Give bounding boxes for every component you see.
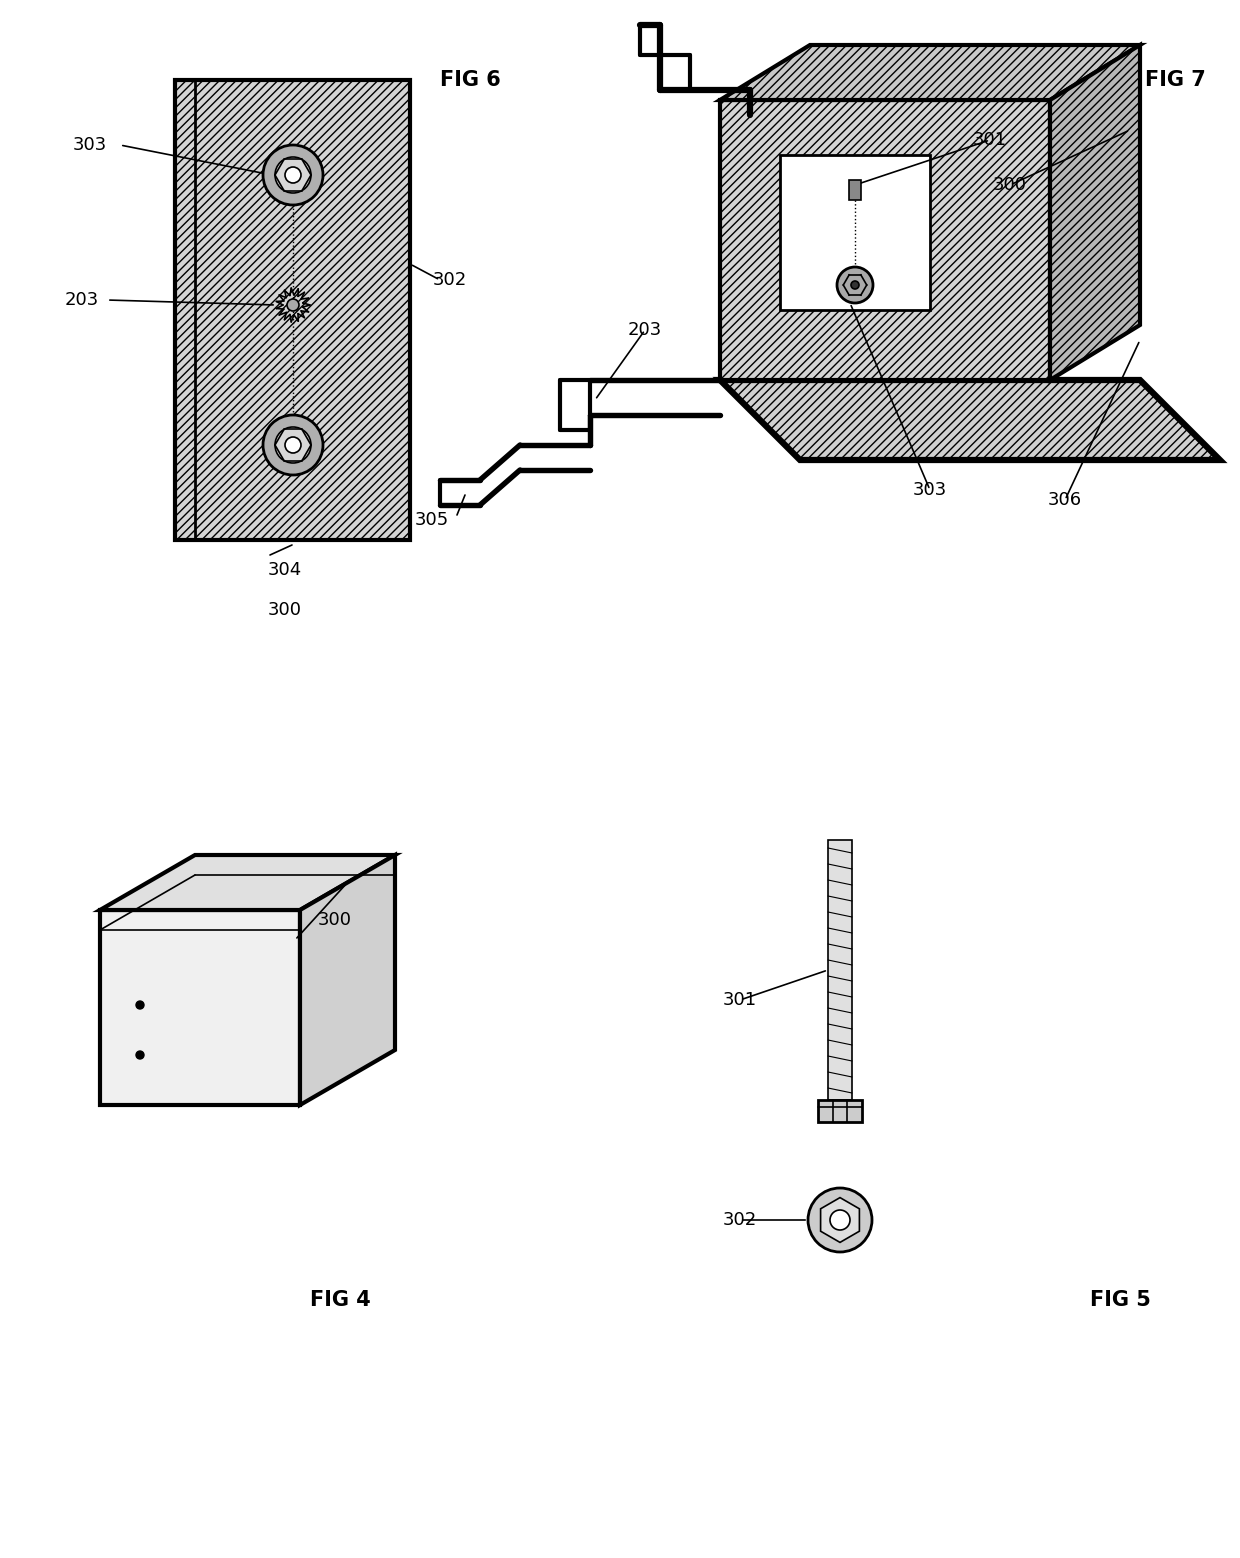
Text: 203: 203	[627, 321, 662, 340]
Polygon shape	[100, 910, 300, 1105]
Circle shape	[275, 157, 311, 193]
Text: 300: 300	[317, 911, 352, 929]
Text: FIG 5: FIG 5	[1090, 1290, 1151, 1310]
Text: FIG 7: FIG 7	[1145, 70, 1205, 90]
Circle shape	[285, 167, 301, 182]
Polygon shape	[720, 45, 1140, 100]
Circle shape	[275, 427, 311, 463]
Polygon shape	[780, 154, 930, 310]
Polygon shape	[818, 1100, 862, 1122]
Text: 300: 300	[268, 601, 303, 619]
Circle shape	[136, 1052, 144, 1059]
Polygon shape	[821, 1198, 859, 1242]
Circle shape	[851, 280, 859, 288]
Circle shape	[830, 1211, 849, 1229]
Polygon shape	[849, 181, 861, 199]
Text: FIG 4: FIG 4	[310, 1290, 371, 1310]
Text: 301: 301	[973, 131, 1007, 150]
Polygon shape	[1050, 45, 1140, 380]
Polygon shape	[100, 855, 396, 910]
Circle shape	[286, 299, 299, 312]
Text: 303: 303	[913, 481, 947, 499]
Text: 306: 306	[1048, 491, 1083, 509]
Circle shape	[808, 1189, 872, 1253]
Polygon shape	[828, 840, 852, 1100]
Text: 305: 305	[415, 511, 449, 530]
Text: 300: 300	[993, 176, 1027, 195]
Text: 203: 203	[64, 291, 99, 308]
Circle shape	[263, 414, 322, 475]
Text: 304: 304	[268, 561, 303, 580]
Text: 301: 301	[723, 991, 758, 1010]
Polygon shape	[175, 79, 410, 541]
Polygon shape	[720, 380, 1220, 460]
Text: FIG 6: FIG 6	[440, 70, 501, 90]
Text: 302: 302	[433, 271, 467, 288]
Circle shape	[263, 145, 322, 206]
Circle shape	[837, 266, 873, 302]
Polygon shape	[300, 855, 396, 1105]
Circle shape	[136, 1000, 144, 1010]
Text: 303: 303	[73, 136, 107, 154]
Text: 302: 302	[723, 1211, 758, 1229]
Polygon shape	[720, 100, 1050, 380]
Circle shape	[285, 436, 301, 453]
